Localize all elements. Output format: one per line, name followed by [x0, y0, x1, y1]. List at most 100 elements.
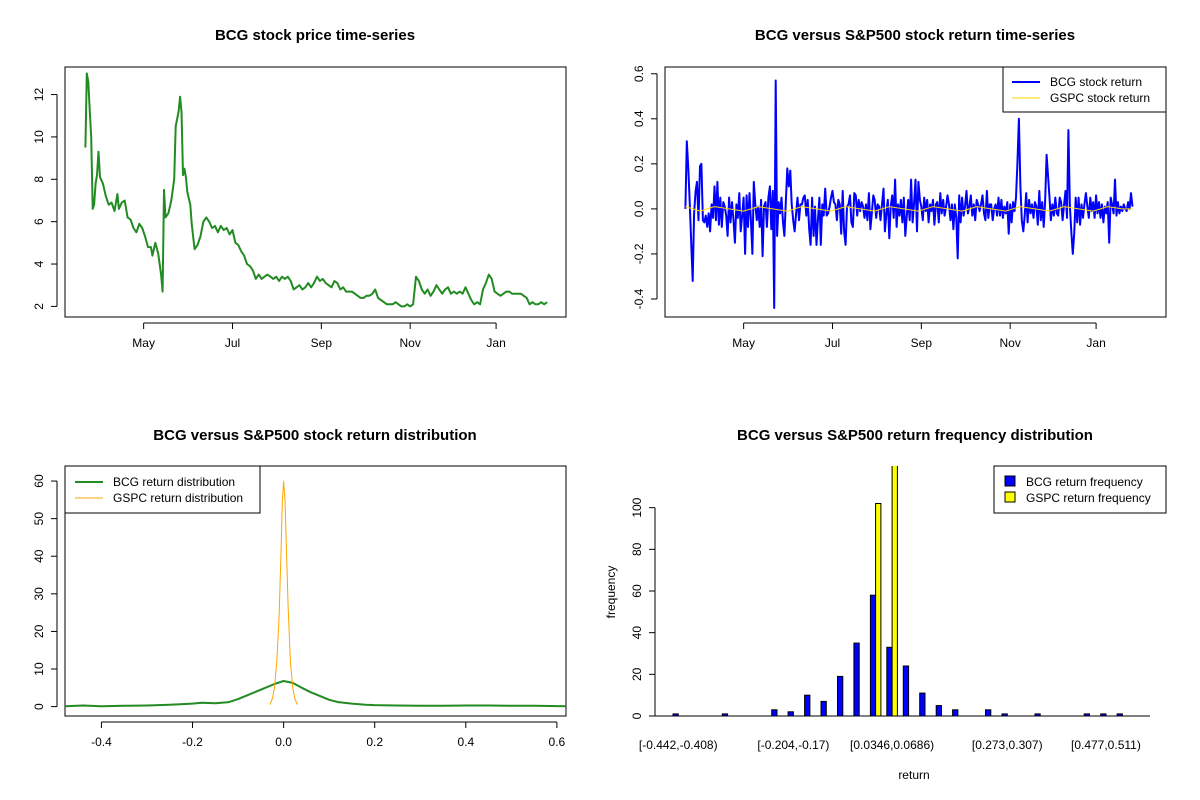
y-tick-label: 8 [32, 176, 46, 183]
y-axis-label: frequency [604, 566, 618, 619]
y-tick-label: 20 [630, 667, 644, 681]
plot-area [684, 79, 1134, 309]
plot-area [672, 466, 1123, 716]
y-tick-label: 6 [32, 218, 46, 225]
y-tick-label: 0.6 [632, 65, 646, 82]
bar-bcg [886, 646, 893, 716]
x-tick-label: [-0.204,-0.17) [757, 738, 829, 752]
y-tick-label: 20 [32, 624, 46, 638]
legend-label-gspc: GSPC stock return [1050, 91, 1150, 105]
plot-box [64, 465, 567, 717]
y-tick-label: 4 [32, 260, 46, 267]
legend: BCG stock return GSPC stock return [1002, 66, 1167, 113]
plot-area [65, 480, 566, 708]
y-axis: 0 10 20 30 40 50 60 [32, 474, 58, 710]
legend-swatch-gspc [1004, 491, 1016, 503]
bar-bcg [1083, 713, 1090, 716]
x-tick-label: Nov [399, 336, 420, 350]
legend-label-bcg: BCG return distribution [113, 475, 235, 489]
x-tick-label: 0.2 [366, 735, 383, 749]
bar-bcg [853, 642, 860, 716]
bar-bcg [672, 713, 679, 716]
x-tick-label: May [732, 336, 755, 350]
return-frequency-panel: BCG versus S&P500 return frequency distr… [604, 427, 1167, 782]
bar-bcg [869, 594, 877, 716]
bar-bcg [1034, 713, 1041, 716]
y-tick-label: 80 [630, 542, 644, 556]
legend-label-gspc: GSPC return frequency [1026, 491, 1151, 505]
chart-title: BCG versus S&P500 stock return distribut… [153, 427, 476, 444]
plot-box [64, 66, 567, 318]
series-line-primary [65, 680, 566, 708]
y-tick-label: 100 [630, 497, 644, 517]
y-tick-label: 0 [630, 712, 644, 719]
legend-swatch-bcg [1004, 475, 1016, 487]
chart-title: BCG versus S&P500 stock return time-seri… [755, 27, 1075, 44]
bar-bcg [804, 694, 811, 716]
y-tick-label: 50 [32, 512, 46, 526]
bar-bcg [919, 692, 926, 716]
y-tick-label: 2 [32, 303, 46, 310]
legend-box [64, 465, 261, 514]
bar-bcg [952, 709, 959, 716]
legend: BCG return frequency GSPC return frequen… [993, 465, 1167, 514]
legend-label-gspc: GSPC return distribution [113, 491, 243, 505]
x-tick-label: [-0.442,-0.408) [639, 738, 718, 752]
x-tick-label: [0.273,0.307) [972, 738, 1043, 752]
y-axis: -0.4 -0.2 0.0 0.2 0.4 0.6 [632, 65, 658, 309]
bar-bcg [820, 700, 827, 716]
plot-box [664, 66, 1167, 318]
bar-bcg [1001, 713, 1008, 716]
series-line-primary [84, 72, 548, 308]
y-tick-label: 10 [32, 130, 46, 144]
legend: BCG return distribution GSPC return dist… [64, 465, 261, 514]
x-tick-label: Sep [911, 336, 933, 350]
x-tick-label: Jan [1086, 336, 1105, 350]
return-distribution-panel: BCG versus S&P500 stock return distribut… [32, 427, 567, 749]
bar-gspc [891, 466, 898, 716]
x-axis: May Jul Sep Nov Jan [132, 322, 506, 350]
x-tick-label: Jan [486, 336, 505, 350]
y-tick-label: 10 [32, 662, 46, 676]
bar-bcg [902, 665, 910, 716]
x-tick-label: -0.2 [182, 735, 203, 749]
legend-label-bcg: BCG return frequency [1026, 475, 1143, 489]
series-line-secondary [269, 480, 298, 705]
price-timeseries-panel: BCG stock price time-series May Jul Sep Nov… [32, 27, 567, 350]
x-axis: [-0.442,-0.408) [-0.204,-0.17) [0.0346,0.0… [639, 738, 1141, 752]
bar-bcg [771, 709, 778, 716]
legend-box [1002, 66, 1167, 113]
y-tick-label: 60 [630, 584, 644, 598]
y-tick-label: 60 [32, 474, 46, 488]
y-tick-label: 0 [32, 703, 46, 710]
y-tick-label: 12 [32, 88, 46, 102]
bar-bcg [721, 713, 729, 716]
bar-gspc [875, 503, 882, 716]
y-tick-label: 0.0 [632, 200, 646, 217]
series-line-secondary [685, 206, 1133, 212]
bar-bcg [985, 709, 992, 716]
chart-title: BCG versus S&P500 return frequency distr… [737, 427, 1093, 444]
y-tick-label: 30 [32, 587, 46, 601]
x-tick-label: 0.6 [549, 735, 566, 749]
x-tick-label: 0.0 [275, 735, 292, 749]
plot-area [84, 72, 548, 308]
chart-title: BCG stock price time-series [215, 27, 415, 44]
y-axis: 0 20 40 60 80 100 [630, 497, 656, 719]
y-tick-label: 40 [630, 626, 644, 640]
y-tick-label: -0.2 [632, 243, 646, 264]
y-tick-label: 0.4 [632, 110, 646, 127]
legend-box [993, 465, 1167, 514]
x-tick-label: -0.4 [91, 735, 112, 749]
legend-label-bcg: BCG stock return [1050, 75, 1142, 89]
x-tick-label: [0.0346,0.0686) [850, 738, 934, 752]
x-tick-label: Nov [999, 336, 1020, 350]
return-timeseries-panel: BCG versus S&P500 stock return time-seri… [632, 27, 1167, 350]
bar-bcg [935, 705, 943, 716]
bar-bcg [837, 675, 844, 716]
x-axis: -0.4 -0.2 0.0 0.2 0.4 0.6 [91, 721, 566, 749]
x-tick-label: [0.477,0.511) [1071, 738, 1141, 752]
x-axis-label: return [898, 768, 929, 782]
